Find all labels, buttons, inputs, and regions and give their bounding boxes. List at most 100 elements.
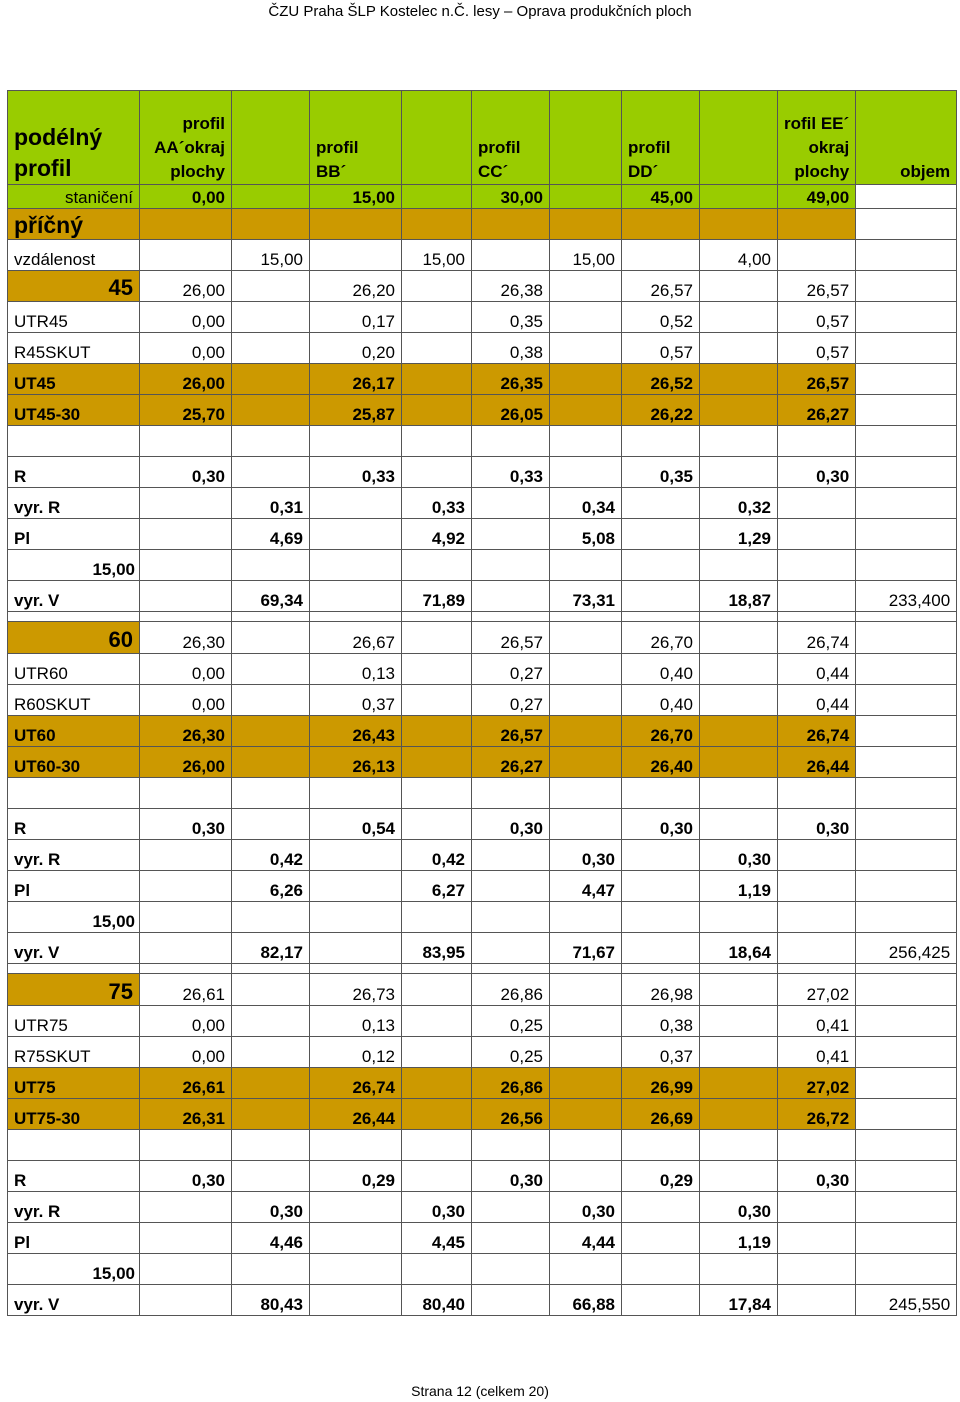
section-base-value: 26,98 (621, 973, 700, 1006)
vyr-r-row-value: 0,33 (401, 487, 472, 519)
table-cell (231, 746, 310, 778)
table-cell (776, 549, 857, 581)
header-line: BB´ (316, 162, 347, 181)
table-cell (776, 932, 857, 964)
table-cell (231, 1253, 310, 1285)
section-row: UT60 26,30 26,43 26,57 26,70 26,74 (7, 715, 958, 747)
table-cell (309, 1284, 402, 1316)
r-row-value: 0,33 (471, 456, 550, 488)
section-row-value: 26,30 (139, 715, 232, 747)
table-cell (139, 425, 232, 457)
vzdalenost-label: vzdálenost (7, 239, 140, 271)
table-cell (855, 1222, 958, 1254)
table-cell (231, 456, 310, 488)
r-row-value: 0,30 (621, 808, 700, 840)
vyr-r-row-value: 0,30 (231, 1191, 310, 1223)
table-cell (549, 208, 622, 240)
table-cell (471, 208, 550, 240)
table-cell (139, 1222, 232, 1254)
section-row: UTR45 0,00 0,17 0,35 0,52 0,57 (7, 301, 958, 333)
r-row-value: 0,30 (139, 1160, 232, 1192)
pl-row-value: 4,46 (231, 1222, 310, 1254)
section-row-label: R75SKUT (7, 1036, 140, 1068)
vzdalenost-value: 15,00 (231, 239, 310, 271)
table-cell (621, 239, 700, 271)
spacer-row (7, 777, 958, 809)
vyr-v-value: 66,88 (549, 1284, 622, 1316)
table-cell (401, 1036, 472, 1068)
table-cell (231, 332, 310, 364)
table-cell (231, 715, 310, 747)
table-cell (621, 487, 700, 519)
table-cell (231, 425, 310, 457)
vyr-v-label: vyr. V (7, 580, 140, 612)
section-row: R75SKUT 0,00 0,12 0,25 0,37 0,41 (7, 1036, 958, 1068)
section-row-value: 0,20 (309, 332, 402, 364)
section-gap-row (7, 963, 958, 974)
table-cell (471, 777, 550, 809)
section-row-value: 25,87 (309, 394, 402, 426)
r-row: R 0,30 0,33 0,33 0,35 0,30 (7, 456, 958, 488)
header-line: rofil EE´ (784, 114, 850, 133)
r-row: R 0,30 0,54 0,30 0,30 0,30 (7, 808, 958, 840)
table-cell (309, 239, 402, 271)
table-cell (855, 777, 958, 809)
table-cell (699, 363, 778, 395)
table-cell (699, 394, 778, 426)
table-cell (855, 1160, 958, 1192)
header-line: profil (478, 138, 521, 157)
section-row: UT75 26,61 26,74 26,86 26,99 27,02 (7, 1067, 958, 1099)
section-base-value: 26,57 (471, 621, 550, 654)
section-number: 45 (7, 270, 140, 302)
pl-row-label: Pl (7, 518, 140, 550)
table-cell (776, 777, 857, 809)
section-row-value: 26,43 (309, 715, 402, 747)
section-row: UT45-30 25,70 25,87 26,05 26,22 26,27 (7, 394, 958, 426)
table-cell (699, 901, 778, 933)
header-line: profil (182, 114, 226, 133)
pl-row-value: 5,08 (549, 518, 622, 550)
table-cell (471, 963, 550, 974)
staniceni-label: staničení (7, 184, 140, 209)
section-base-value: 26,74 (776, 621, 857, 654)
table-cell (231, 973, 310, 1006)
table-cell (309, 870, 402, 902)
vyr-r-row: vyr. R 0,42 0,42 0,30 0,30 (7, 839, 958, 871)
table-cell (549, 1098, 622, 1130)
table-cell (231, 1129, 310, 1161)
table-cell (401, 808, 472, 840)
table-cell (231, 549, 310, 581)
table-cell (549, 1129, 622, 1161)
section-row-label: R60SKUT (7, 684, 140, 716)
header-empty (549, 90, 622, 185)
table-cell (621, 963, 700, 974)
table-cell (776, 901, 857, 933)
table-cell (471, 549, 550, 581)
table-cell (855, 1191, 958, 1223)
section-row-value: 0,35 (471, 301, 550, 333)
header-empty (231, 90, 310, 185)
table-cell (401, 1067, 472, 1099)
section-row-value: 0,57 (776, 301, 857, 333)
pl-row: Pl 4,69 4,92 5,08 1,29 (7, 518, 958, 550)
table-cell (855, 456, 958, 488)
table-cell (699, 1129, 778, 1161)
table-cell (776, 425, 857, 457)
table-cell (401, 1160, 472, 1192)
table-cell (699, 1005, 778, 1037)
header-line: CC´ (478, 162, 509, 181)
header-profil-dd: profil DD´ (621, 90, 700, 185)
table-cell (855, 973, 958, 1006)
distance-value: 15,00 (7, 1253, 140, 1285)
section-row-value: 26,57 (471, 715, 550, 747)
section-row-value: 26,00 (139, 363, 232, 395)
r-row-value: 0,30 (776, 1160, 857, 1192)
table-cell (855, 1129, 958, 1161)
table-cell (309, 611, 402, 622)
table-cell (549, 363, 622, 395)
table-cell (231, 963, 310, 974)
section-row-label: UT45 (7, 363, 140, 395)
vzdalenost-row: vzdálenost 15,00 15,00 15,00 4,00 (7, 239, 958, 271)
table-cell (776, 839, 857, 871)
section-row-value: 26,70 (621, 715, 700, 747)
